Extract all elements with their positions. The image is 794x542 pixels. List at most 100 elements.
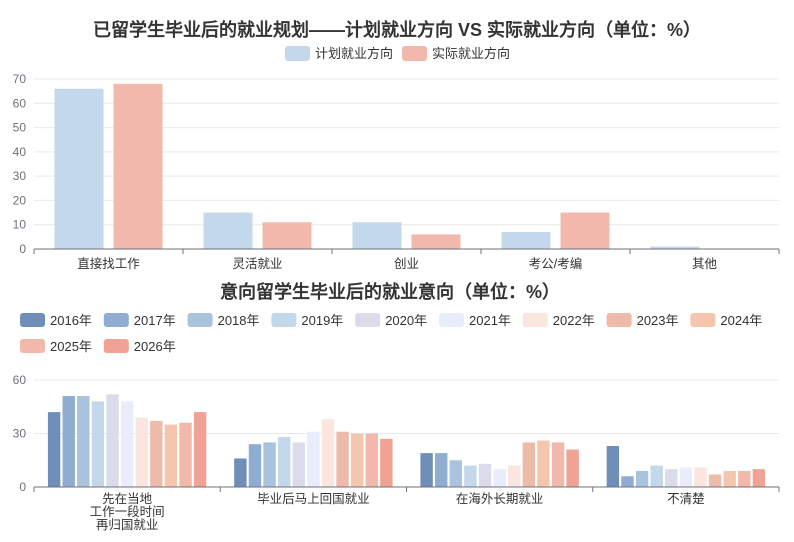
chart2-category-label-line: 先在当地 (102, 492, 153, 506)
chart1-bar[interactable] (501, 232, 551, 249)
chart2-bar[interactable] (164, 424, 178, 487)
chart2-category-label-line: 再归国就业 (96, 517, 159, 532)
chart1-y-tick-label: 50 (13, 121, 27, 135)
chart2-legend-swatch[interactable] (271, 313, 297, 327)
chart2-legend-label[interactable]: 2016年 (50, 313, 92, 328)
chart2-legend-swatch[interactable] (355, 313, 381, 327)
chart2-bar[interactable] (537, 440, 550, 487)
chart2-bar[interactable] (650, 465, 663, 487)
chart2-bar[interactable] (380, 438, 393, 487)
chart2-bar[interactable] (179, 422, 192, 487)
chart2-bar[interactable] (752, 469, 766, 487)
chart2-category-label-line: 在海外长期就业 (456, 491, 544, 506)
chart1-legend-swatch[interactable] (402, 46, 427, 61)
chart2-bar[interactable] (135, 417, 148, 487)
chart2-bar[interactable] (708, 474, 722, 487)
chart1-bar[interactable] (54, 88, 104, 249)
chart1-bars (54, 83, 700, 249)
chart1-y-tick-label: 40 (13, 145, 27, 159)
chart2-legend-label[interactable]: 2020年 (385, 313, 427, 328)
chart1-bar[interactable] (650, 246, 700, 249)
chart2-bar[interactable] (120, 401, 134, 487)
chart2-y-tick-label: 60 (13, 373, 27, 387)
chart2-legend-swatch[interactable] (187, 313, 213, 327)
chart2-legend-label[interactable]: 2024年 (720, 313, 762, 328)
chart2-legend-swatch[interactable] (522, 313, 548, 327)
chart1-category-label: 直接找工作 (77, 256, 140, 271)
chart2-legend-label[interactable]: 2018年 (218, 313, 260, 328)
chart1-bar[interactable] (203, 212, 253, 249)
chart2-bar[interactable] (350, 433, 364, 488)
chart2-legend-label[interactable]: 2023年 (637, 313, 679, 328)
chart1-legend-label[interactable]: 计划就业方向 (315, 46, 393, 61)
chart1-category-label: 灵活就业 (232, 256, 282, 271)
chart2-bar[interactable] (307, 431, 320, 487)
chart2-bar[interactable] (665, 469, 678, 487)
chart2-legend-label[interactable]: 2019年 (301, 313, 343, 328)
chart2-bar[interactable] (193, 412, 207, 487)
chart2-y-axis: 0 30 60 (13, 373, 27, 494)
chart2-bar[interactable] (420, 453, 433, 487)
chart2-legend-label[interactable]: 2025年 (50, 339, 92, 354)
chart2-legend-label[interactable]: 2022年 (553, 313, 595, 328)
chart1-legend-swatch[interactable] (285, 46, 310, 61)
chart2-bar[interactable] (679, 467, 693, 487)
chart1-y-axis: 0 10 20 30 40 50 60 70 (13, 72, 27, 256)
chart2-bar[interactable] (77, 396, 90, 487)
chart1-y-tick-label: 10 (13, 218, 27, 232)
chart2-bar[interactable] (738, 470, 751, 487)
chart2-legend-label[interactable]: 2026年 (134, 339, 176, 354)
chart2-title: 意向留学生毕业后的就业意向（单位：%） (220, 281, 560, 302)
chart2-bar[interactable] (551, 442, 565, 487)
chart2-bar[interactable] (694, 467, 707, 487)
chart1-category-label: 其他 (692, 257, 718, 271)
chart2-bar[interactable] (292, 442, 305, 487)
chart1-bar[interactable] (262, 222, 312, 249)
chart2-legend-swatch[interactable] (20, 339, 45, 353)
chart2-legend-swatch[interactable] (20, 313, 45, 327)
chart1-legend-label[interactable]: 实际就业方向 (432, 46, 510, 61)
chart2-legend-swatch[interactable] (606, 313, 632, 327)
chart2-bar[interactable] (478, 463, 492, 487)
chart2-legend-swatch[interactable] (103, 313, 129, 327)
chart1-bar[interactable] (560, 212, 610, 249)
chart1-y-tick-label: 20 (13, 193, 27, 207)
chart2-bar[interactable] (47, 412, 61, 487)
chart2-category-label: 在海外长期就业 (456, 491, 544, 506)
chart2-bar[interactable] (493, 469, 506, 487)
chart2-legend-label[interactable]: 2017年 (134, 313, 176, 328)
chart2-legend-swatch[interactable] (439, 313, 464, 327)
chart2-bar[interactable] (606, 445, 620, 487)
chart2-bar[interactable] (321, 419, 335, 487)
chart2-bar[interactable] (522, 442, 536, 487)
chart2-bar[interactable] (62, 396, 75, 487)
chart1-bar[interactable] (113, 83, 163, 249)
chart2-category-label-line: 毕业后马上回国就业 (257, 491, 370, 506)
chart2-bar[interactable] (621, 476, 634, 487)
chart2-bar[interactable] (464, 465, 477, 487)
chart2-bar[interactable] (248, 444, 262, 487)
chart2-bar[interactable] (449, 460, 463, 487)
chart2-bar[interactable] (365, 433, 378, 488)
chart2-bar[interactable] (635, 470, 649, 487)
chart2-bar[interactable] (566, 449, 579, 487)
chart1-legend: 计划就业方向 实际就业方向 (285, 46, 510, 61)
chart2-bar[interactable] (106, 394, 119, 487)
chart2-bar[interactable] (91, 401, 105, 487)
chart2-bar[interactable] (723, 470, 736, 487)
chart2-category-label: 毕业后马上回国就业 (257, 491, 370, 506)
chart2-bar[interactable] (336, 431, 349, 487)
chart2-legend-swatch[interactable] (103, 339, 129, 353)
chart2-legend-label[interactable]: 2021年 (469, 313, 511, 328)
chart1-x-axis: 直接找工作 灵活就业 创业 考公/考编 其他 (33, 248, 780, 271)
chart2-bar[interactable] (277, 437, 291, 487)
chart2-x-axis: 先在当地工作一段时间再归国就业 毕业后马上回国就业 在海外长期就业 不清楚 (33, 486, 780, 532)
chart2-bar[interactable] (150, 421, 163, 487)
chart1-bar[interactable] (411, 234, 461, 249)
chart2-legend-swatch[interactable] (690, 313, 716, 327)
chart2-bar[interactable] (435, 453, 448, 487)
chart1-bar[interactable] (352, 222, 402, 249)
chart2-bar[interactable] (508, 465, 521, 487)
chart2-bar[interactable] (263, 442, 276, 487)
chart2-bar[interactable] (234, 458, 247, 487)
